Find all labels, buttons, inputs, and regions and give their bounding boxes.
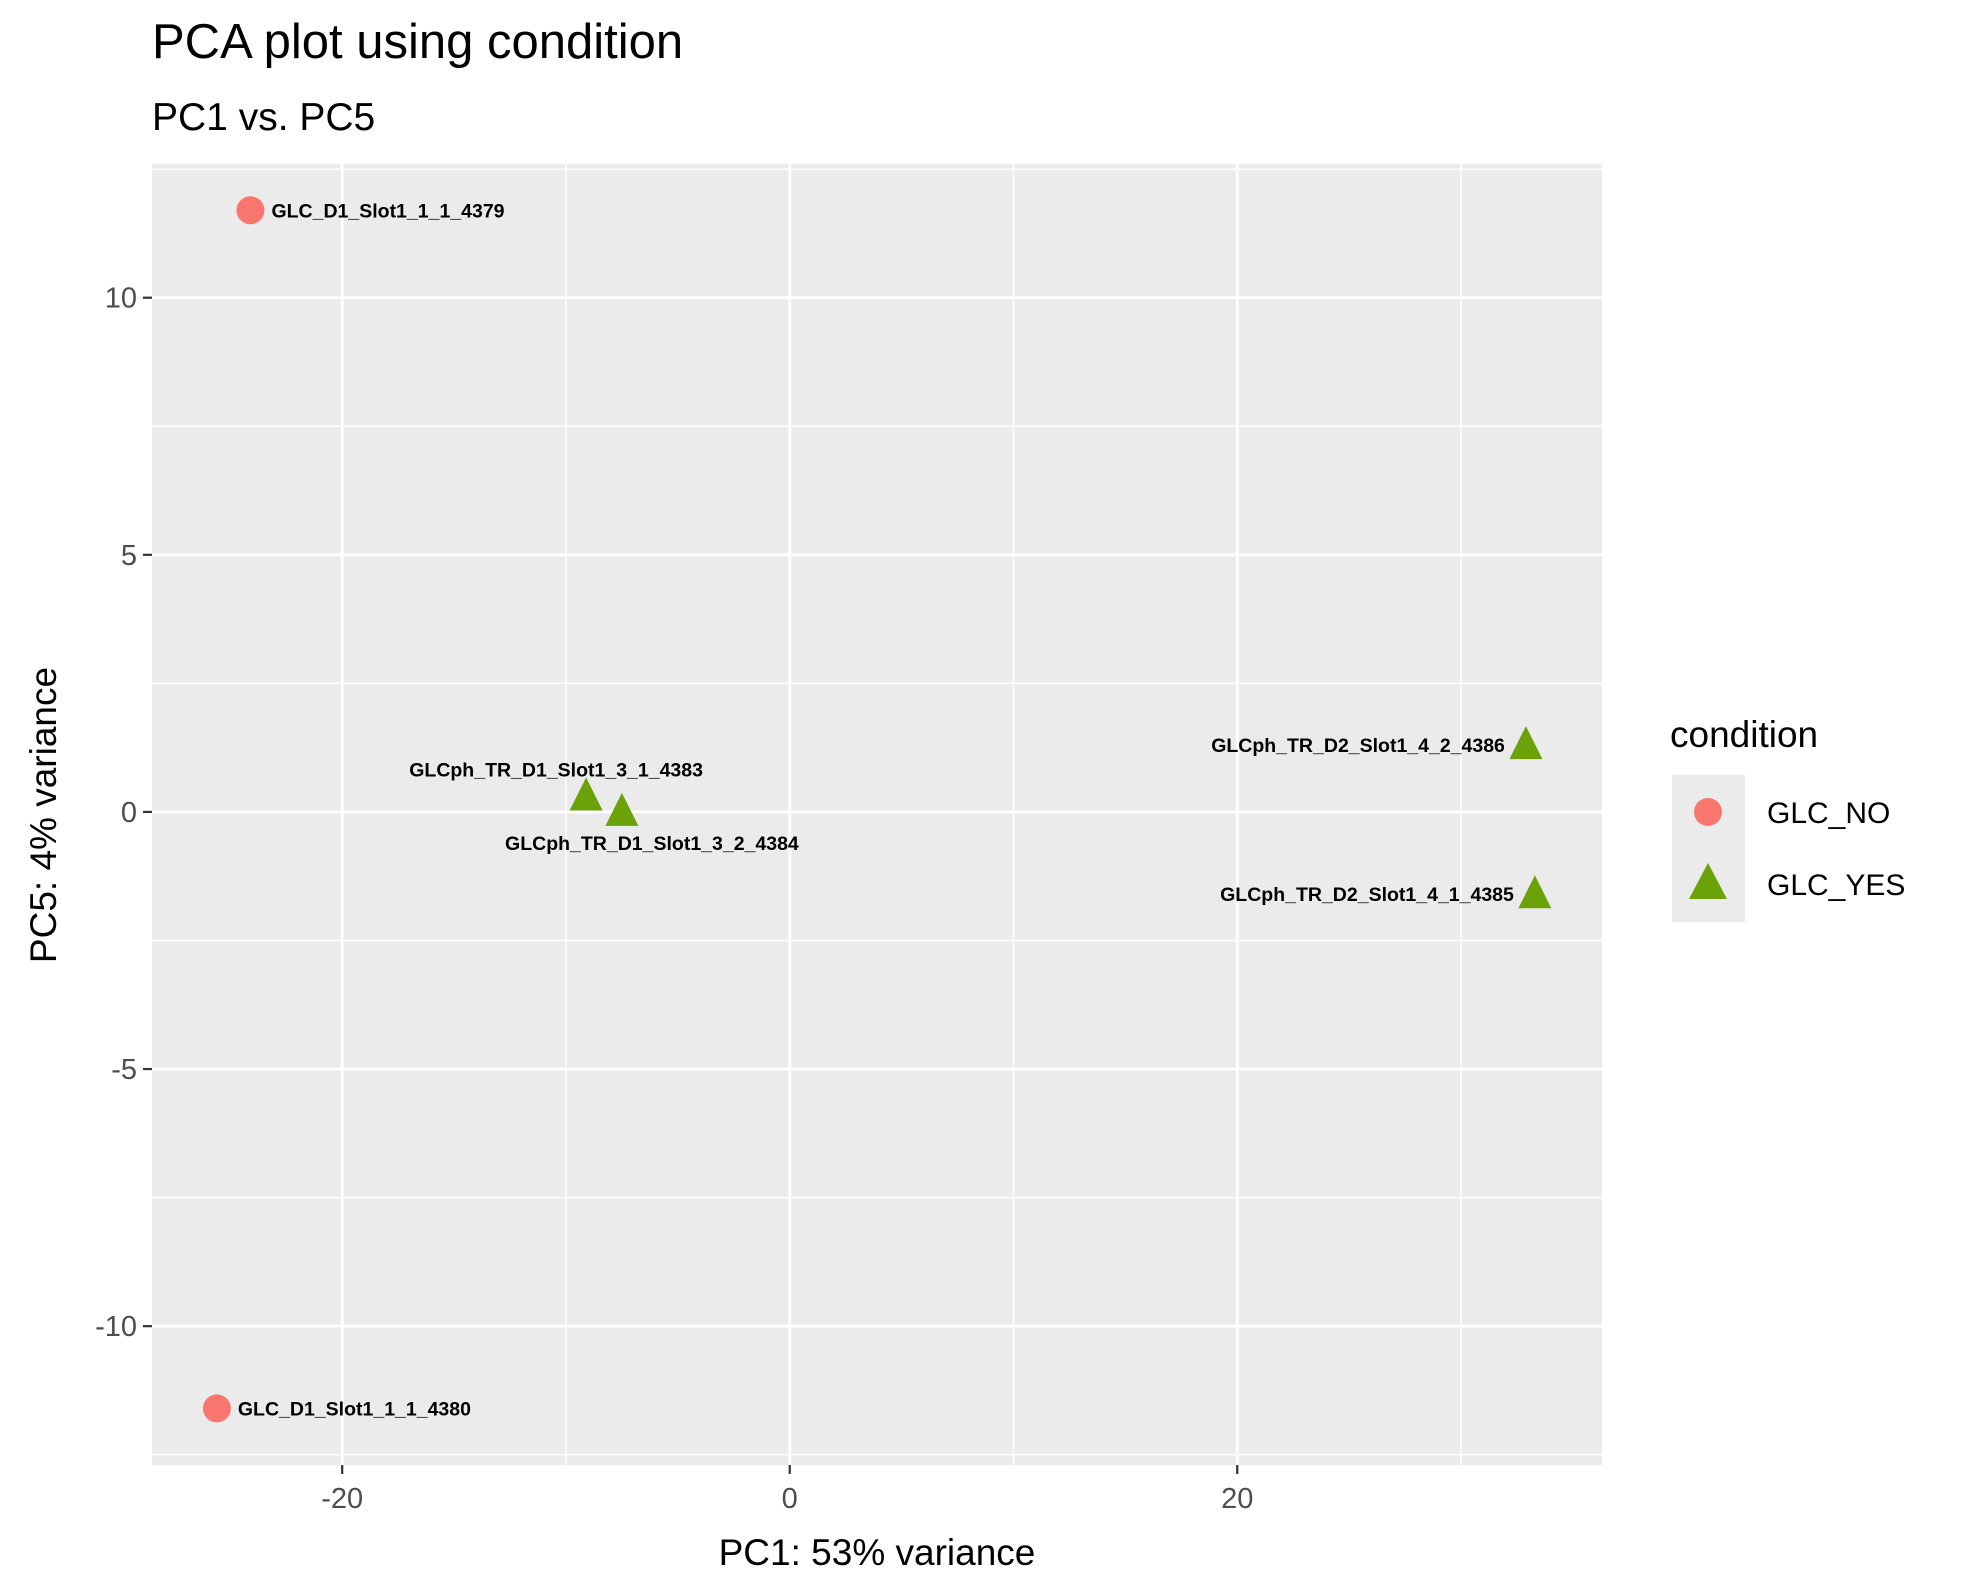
chart-subtitle: PC1 vs. PC5 bbox=[152, 96, 375, 139]
point-label: GLCph_TR_D2_Slot1_4_2_4386 bbox=[1211, 735, 1505, 757]
y-tick-label: -5 bbox=[111, 1054, 137, 1086]
y-tick-label: 10 bbox=[105, 283, 137, 315]
y-axis-title: PC5: 4% variance bbox=[23, 667, 64, 963]
legend-label: GLC_YES bbox=[1767, 869, 1905, 902]
point-label: GLC_D1_Slot1_1_1_4380 bbox=[238, 1398, 471, 1420]
minor-gridlines bbox=[152, 164, 1602, 1465]
legend-label: GLC_NO bbox=[1767, 797, 1890, 830]
x-axis-title: PC1: 53% variance bbox=[719, 1532, 1036, 1573]
legend-title: condition bbox=[1670, 714, 1818, 755]
point-labels: GLC_D1_Slot1_1_1_4379 GLC_D1_Slot1_1_1_43… bbox=[238, 200, 1514, 1420]
y-tick-label: 0 bbox=[121, 797, 137, 829]
y-tick-label: -10 bbox=[95, 1311, 137, 1343]
point-label: GLCph_TR_D2_Slot1_4_1_4385 bbox=[1220, 884, 1514, 906]
x-tick-label: 0 bbox=[782, 1483, 798, 1515]
data-point-circle bbox=[202, 1394, 231, 1423]
legend: condition GLC_NO GLC_YES bbox=[1670, 714, 1905, 922]
data-point-triangle bbox=[605, 792, 639, 826]
plot-panel bbox=[152, 164, 1602, 1465]
legend-key-background bbox=[1672, 775, 1745, 922]
major-gridlines bbox=[152, 164, 1602, 1465]
legend-entries: GLC_NO GLC_YES bbox=[1689, 797, 1905, 902]
x-tick-label: 20 bbox=[1221, 1483, 1253, 1515]
point-label: GLCph_TR_D1_Slot1_3_2_4384 bbox=[505, 833, 799, 855]
data-point-circle bbox=[236, 196, 265, 225]
legend-key-circle bbox=[1694, 798, 1722, 826]
data-points bbox=[202, 196, 1552, 1423]
data-point-triangle bbox=[1509, 726, 1543, 760]
point-label: GLCph_TR_D1_Slot1_3_1_4383 bbox=[409, 760, 703, 782]
data-point-triangle bbox=[569, 777, 603, 811]
x-tick-label: -20 bbox=[321, 1483, 363, 1515]
y-tick-label: 5 bbox=[121, 540, 137, 572]
data-point-triangle bbox=[1518, 875, 1552, 909]
axis-ticks: -20 0 20 -10 -5 0 5 10 bbox=[95, 283, 1253, 1515]
legend-key-triangle bbox=[1689, 863, 1727, 899]
chart-title: PCA plot using condition bbox=[152, 15, 683, 69]
point-label: GLC_D1_Slot1_1_1_4379 bbox=[271, 200, 504, 222]
